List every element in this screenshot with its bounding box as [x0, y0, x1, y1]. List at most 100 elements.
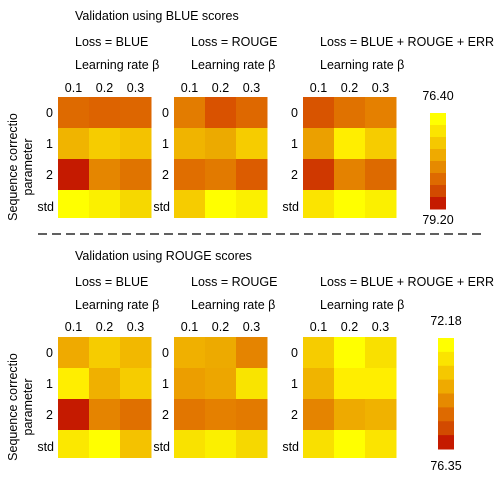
colorbar-segment: [430, 173, 446, 186]
row-label: 1: [162, 137, 169, 151]
heatmap-cell: [120, 159, 152, 191]
heatmap-cell: [303, 97, 335, 129]
learning-rate-label: Learning rate β: [75, 298, 159, 312]
std-cell: [334, 190, 366, 218]
heatmap-cell: [334, 128, 366, 160]
heatmap-panel: Loss = ROUGE Learning rate β 0.1 0.2 0.3 0 1 2 s…: [153, 35, 278, 218]
colorbar-top-label: 76.40: [422, 89, 453, 103]
heatmap-cell: [120, 337, 152, 369]
learning-rate-label: Learning rate β: [320, 58, 404, 72]
heatmap-cell: [89, 159, 121, 191]
column-label: 0.2: [96, 81, 113, 95]
colorbar-segment: [430, 197, 446, 210]
colorbar-segment: [438, 407, 454, 422]
std-label: std: [37, 200, 54, 214]
heatmap-cell: [89, 368, 121, 400]
colorbar-bottom-label: 76.35: [430, 459, 461, 473]
panel-title: Loss = BLUE + ROUGE + ERR: [320, 275, 494, 289]
std-label: std: [153, 440, 170, 454]
column-label: 0.3: [372, 320, 389, 334]
heatmap-cell: [58, 368, 90, 400]
column-label: 0.2: [212, 320, 229, 334]
column-label: 0.1: [181, 81, 198, 95]
heatmap-cell: [236, 97, 268, 129]
heatmap-cell: [334, 399, 366, 431]
heatmap-cell: [303, 399, 335, 431]
heatmap-cell: [174, 399, 206, 431]
heatmap-cell: [205, 368, 237, 400]
heatmap-cell: [174, 368, 206, 400]
row-label: 0: [46, 106, 53, 120]
row-label: 1: [291, 137, 298, 151]
column-label: 0.3: [372, 81, 389, 95]
row-label: 0: [162, 106, 169, 120]
row-label: 2: [291, 168, 298, 182]
heatmap-cell: [365, 337, 397, 369]
std-cell: [120, 430, 152, 458]
learning-rate-label: Learning rate β: [75, 58, 159, 72]
y-axis-label-line: parameter: [21, 139, 35, 196]
heatmap-cell: [365, 97, 397, 129]
column-label: 0.1: [310, 81, 327, 95]
std-cell: [303, 190, 335, 218]
std-cell: [58, 430, 90, 458]
colorbar-segment: [438, 338, 454, 353]
std-cell: [236, 190, 268, 218]
row-label: 0: [46, 346, 53, 360]
heatmap-cell: [58, 128, 90, 160]
heatmap-cell: [334, 97, 366, 129]
std-cell: [365, 430, 397, 458]
std-label: std: [282, 200, 299, 214]
colorbar-segment: [438, 435, 454, 450]
heatmap-cell: [174, 337, 206, 369]
row-label: 0: [291, 106, 298, 120]
heatmap-panel: Loss = ROUGE Learning rate β 0.1 0.2 0.3 0 1 2 s…: [153, 275, 278, 458]
colorbar-segment: [438, 351, 454, 367]
y-axis-label-line: Sequence correctio: [6, 353, 20, 461]
colorbar-bottom-label: 79.20: [422, 213, 453, 227]
heatmap-cell: [365, 159, 397, 191]
std-cell: [89, 190, 121, 218]
heatmap-cell: [365, 399, 397, 431]
section-title: Validation using ROUGE scores: [75, 249, 252, 263]
std-cell: [58, 190, 90, 218]
heatmap-cell: [58, 399, 90, 431]
heatmap-cell: [205, 97, 237, 129]
column-label: 0.1: [310, 320, 327, 334]
heatmap-cell: [205, 159, 237, 191]
column-label: 0.3: [243, 81, 260, 95]
heatmap-cell: [205, 399, 237, 431]
heatmap-cell: [236, 159, 268, 191]
row-label: 2: [162, 168, 169, 182]
row-label: 0: [291, 346, 298, 360]
column-label: 0.2: [341, 320, 358, 334]
heatmap-cell: [205, 337, 237, 369]
colorbar-segment: [438, 421, 454, 436]
row-label: 1: [291, 377, 298, 391]
column-label: 0.3: [243, 320, 260, 334]
heatmap-panel: Loss = BLUE + ROUGE + ERR Learning rate β…: [282, 35, 494, 218]
row-label: 1: [46, 377, 53, 391]
std-cell: [236, 430, 268, 458]
heatmap-cell: [236, 399, 268, 431]
heatmap-panel: Loss = BLUE Learning rate β 0.1 0.2 0.3 0 1 2 st…: [37, 275, 159, 458]
heatmap-cell: [303, 128, 335, 160]
colorbar-segment: [430, 137, 446, 150]
std-cell: [205, 430, 237, 458]
row-label: 2: [46, 408, 53, 422]
y-axis-label: Sequence correctioparameter: [6, 113, 35, 221]
y-axis-label-line: Sequence correctio: [6, 113, 20, 221]
std-cell: [89, 430, 121, 458]
heatmap-cell: [303, 368, 335, 400]
row-label: 1: [46, 137, 53, 151]
column-label: 0.1: [65, 320, 82, 334]
colorbar-segment: [430, 149, 446, 162]
std-label: std: [153, 200, 170, 214]
heatmap-cell: [205, 128, 237, 160]
heatmap-cell: [120, 128, 152, 160]
colorbar-segment: [438, 365, 454, 381]
colorbar-top-label: 72.18: [430, 314, 461, 328]
heatmap-cell: [120, 399, 152, 431]
